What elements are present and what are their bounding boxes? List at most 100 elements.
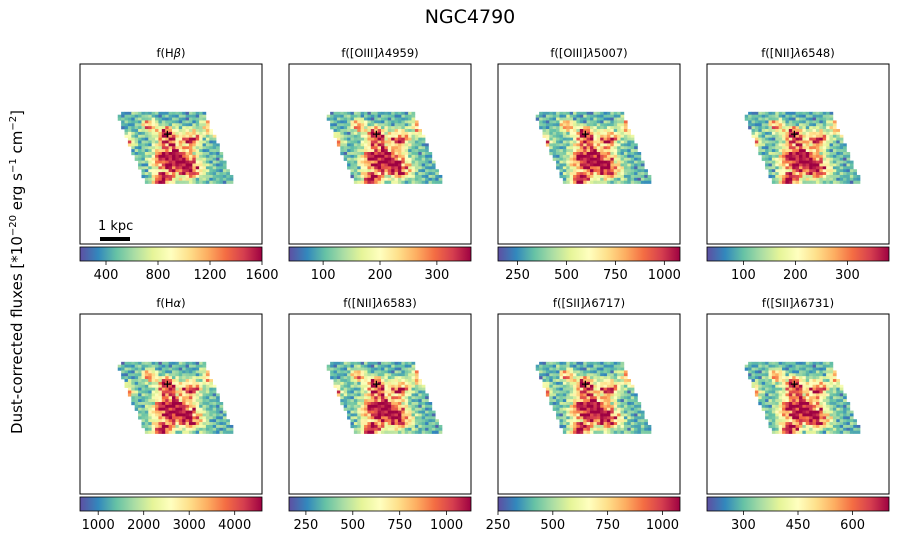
map-pixel (192, 387, 197, 391)
map-pixel (421, 384, 426, 388)
map-pixel (357, 387, 361, 391)
map-pixel (839, 143, 844, 147)
map-pixel (408, 427, 412, 431)
map-pixel (192, 416, 197, 420)
map-pixel (630, 160, 635, 164)
map-pixel (411, 134, 416, 138)
map-pixel (158, 172, 163, 176)
map-pixel (391, 396, 395, 400)
map-pixel (121, 364, 125, 368)
map-pixel (815, 166, 820, 170)
map-pixel (374, 402, 378, 406)
map-pixel (222, 413, 227, 417)
map-pixel (421, 166, 426, 170)
map-pixel (387, 396, 392, 400)
map-pixel (846, 160, 851, 164)
map-pixel (590, 180, 594, 184)
map-pixel (124, 379, 129, 383)
map-pixel (155, 149, 159, 153)
map-pixel (394, 160, 399, 164)
map-pixel (148, 180, 152, 184)
map-pixel (782, 111, 786, 115)
map-pixel (606, 123, 611, 127)
map-pixel (192, 413, 197, 417)
map-pixel (182, 157, 186, 161)
map-pixel (205, 154, 210, 159)
map-pixel (836, 134, 840, 138)
map-pixel (202, 126, 207, 130)
map-pixel (182, 146, 186, 150)
map-pixel (559, 126, 564, 130)
map-pixel (168, 180, 173, 184)
map-pixel (117, 117, 122, 121)
map-pixel (138, 381, 142, 386)
map-pixel (212, 413, 217, 417)
map-pixel (357, 126, 361, 130)
map-pixel (131, 129, 135, 133)
map-pixel (421, 413, 426, 417)
map-pixel (347, 134, 351, 138)
map-pixel (384, 416, 389, 420)
map-pixel (219, 404, 224, 409)
map-pixel (600, 169, 604, 173)
map-pixel (795, 152, 800, 156)
map-pixel (799, 361, 803, 365)
map-pixel (590, 169, 594, 173)
map-pixel (768, 384, 773, 388)
map-pixel (336, 117, 341, 121)
map-pixel (148, 174, 152, 179)
map-pixel (556, 126, 560, 130)
map-pixel (603, 140, 608, 144)
map-pixel (404, 166, 409, 170)
map-pixel (138, 379, 142, 383)
map-pixel (185, 407, 190, 411)
map-pixel (202, 163, 207, 167)
map-pixel (566, 430, 570, 434)
map-pixel (832, 373, 837, 377)
map-pixel (411, 174, 416, 179)
map-pixel (603, 364, 608, 368)
map-pixel (606, 114, 611, 118)
map-pixel (381, 157, 385, 161)
map-pixel (350, 126, 355, 130)
map-pixel (340, 117, 344, 121)
map-pixel (381, 364, 385, 368)
map-pixel (610, 407, 615, 411)
map-pixel (199, 166, 203, 170)
map-pixel (192, 157, 197, 161)
map-pixel (394, 410, 399, 414)
map-pixel (600, 376, 604, 380)
map-pixel (124, 370, 129, 374)
map-pixel (158, 424, 163, 429)
map-pixel (421, 416, 426, 420)
map-pixel (613, 166, 618, 170)
map-pixel (151, 367, 156, 371)
map-pixel (411, 163, 416, 167)
map-pixel (596, 149, 601, 153)
map-pixel (785, 114, 790, 118)
map-pixel (579, 361, 584, 365)
map-pixel (158, 123, 163, 127)
map-pixel (370, 123, 375, 127)
map-pixel (384, 419, 389, 423)
map-pixel (559, 361, 564, 365)
map-pixel (819, 140, 824, 144)
map-pixel (192, 177, 197, 181)
map-pixel (579, 117, 584, 121)
map-pixel (836, 146, 840, 150)
map-pixel (411, 416, 416, 420)
map-pixel (815, 379, 820, 383)
map-pixel (401, 427, 406, 431)
map-pixel (141, 407, 146, 411)
map-pixel (124, 376, 129, 380)
map-pixel (205, 160, 210, 164)
map-pixel (188, 413, 193, 417)
map-pixel (364, 169, 368, 173)
map-pixel (799, 140, 803, 144)
map-pixel (195, 111, 200, 115)
map-pixel (205, 407, 210, 411)
map-pixel (353, 143, 358, 147)
map-pixel (822, 134, 827, 138)
map-pixel (754, 134, 759, 138)
map-pixel (583, 390, 587, 394)
